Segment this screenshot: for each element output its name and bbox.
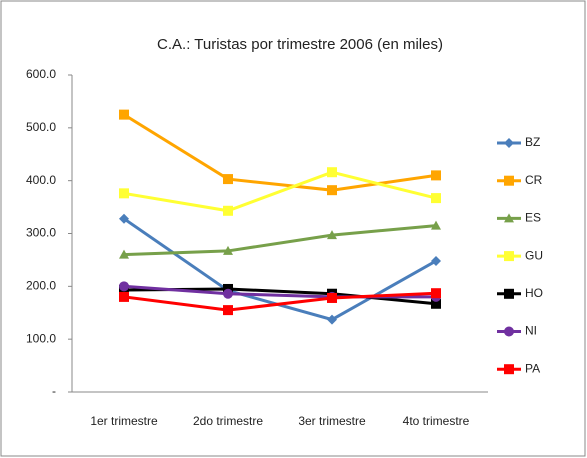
y-tick-label: 600.0 (26, 67, 56, 81)
marker (327, 167, 337, 178)
marker (119, 281, 129, 292)
marker (431, 298, 441, 309)
legend-marker (504, 251, 514, 262)
marker (431, 193, 441, 204)
legend-marker (504, 213, 514, 223)
marker (431, 288, 441, 299)
series-line (123, 170, 437, 213)
marker (431, 255, 441, 266)
legend-marker (504, 364, 514, 375)
y-tick-label: 200.0 (26, 279, 56, 293)
y-tick-label: 100.0 (26, 331, 56, 345)
marker (327, 314, 337, 325)
y-tick-label: 500.0 (26, 120, 56, 134)
x-tick-label: 3er trimestre (298, 414, 366, 428)
marker (119, 291, 129, 302)
marker (223, 288, 233, 299)
marker (119, 188, 129, 199)
y-tick-label: 300.0 (26, 226, 56, 240)
series-line (123, 291, 437, 312)
marker (119, 213, 129, 224)
y-tick-label: 400.0 (26, 173, 56, 187)
chart-title: C.A.: Turistas por trimestre 2006 (en mi… (157, 36, 443, 53)
marker (223, 305, 233, 316)
x-tick-label: 1er trimestre (90, 414, 158, 428)
x-tick-label: 2do trimestre (193, 414, 263, 428)
marker (223, 245, 233, 255)
marker (223, 205, 233, 216)
legend-marker (504, 288, 514, 299)
legend-label: BZ (525, 135, 540, 149)
x-tick-label: 4to trimestre (403, 414, 470, 428)
marker (327, 230, 337, 240)
legend-marker (504, 175, 514, 186)
marker (431, 170, 441, 181)
marker (327, 185, 337, 196)
marker (431, 220, 441, 230)
marker (119, 249, 129, 259)
legend-label: PA (525, 361, 540, 375)
legend-label: GU (525, 248, 543, 262)
legend-marker (504, 326, 514, 337)
marker (327, 292, 337, 303)
series-line (123, 224, 437, 257)
marker (223, 174, 233, 185)
legend-label: CR (525, 173, 543, 187)
legend-label: ES (525, 211, 541, 225)
legend-label: HO (525, 286, 543, 300)
legend-label: NI (525, 324, 537, 338)
legend-marker (504, 138, 514, 148)
series-line (123, 113, 437, 192)
y-tick-label: - (52, 384, 56, 398)
marker (119, 109, 129, 120)
